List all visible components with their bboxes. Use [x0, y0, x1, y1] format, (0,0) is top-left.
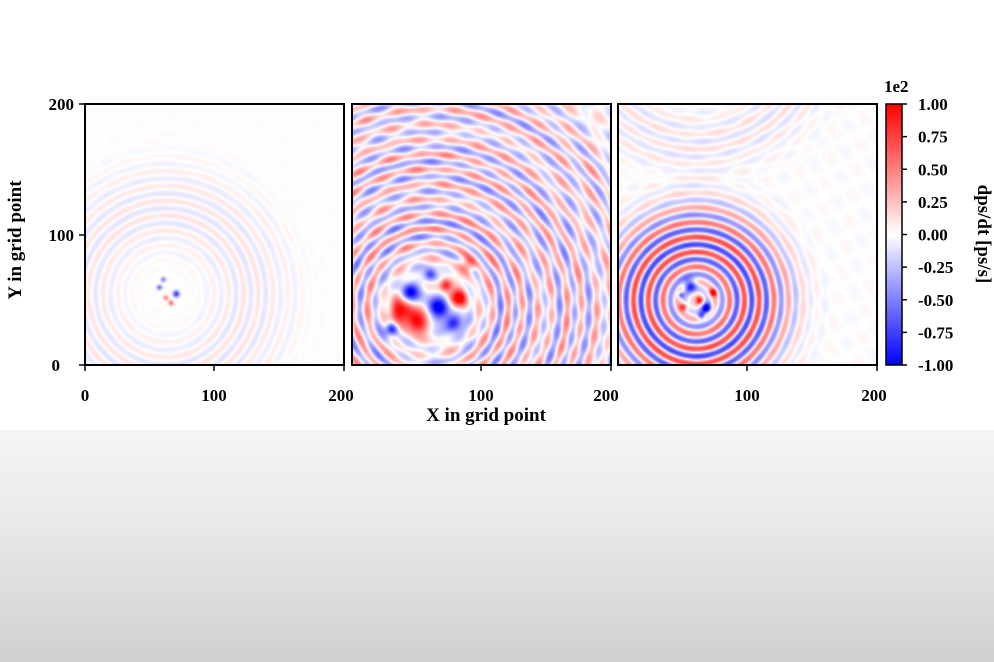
heatmap-figure: 200 100 0 Y in grid point 0 100 200 100 … [5, 77, 994, 426]
x-tick-label: 200 [593, 386, 619, 405]
y-axis-title: Y in grid point [5, 180, 26, 300]
y-tick-label: 200 [49, 95, 75, 114]
colorbar-tick-label: -0.50 [918, 291, 953, 310]
heatmap-panel-1 [84, 103, 345, 366]
colorbar-tick-label: 0.50 [918, 160, 948, 179]
colorbar-tick-label: 0.00 [918, 226, 948, 245]
colorbar-tick-label: 1.00 [918, 95, 948, 114]
y-axis: 200 100 0 Y in grid point [5, 95, 85, 375]
heatmap-image [85, 104, 344, 365]
heatmap-panel-2 [351, 103, 612, 366]
x-tick-label: 0 [81, 386, 90, 405]
colorbar-gradient [885, 103, 903, 366]
heatmap-image [352, 104, 611, 365]
x-axis-title: X in grid point [426, 405, 547, 426]
heatmap-panel-3 [617, 103, 878, 366]
heatmap-image [618, 104, 877, 365]
x-tick-label: 100 [734, 386, 760, 405]
colorbar-scale-label: 1e2 [884, 77, 909, 96]
x-tick-label: 100 [201, 386, 227, 405]
x-tick-label: 200 [861, 386, 887, 405]
colorbar-tick-label: -0.25 [918, 258, 953, 277]
background-gradient [0, 430, 994, 662]
colorbar-label: dps/dt [ps/s] [973, 185, 994, 284]
colorbar-tick-label: -0.75 [918, 323, 953, 342]
colorbar-tick-label: 0.75 [918, 128, 948, 147]
y-tick-label: 0 [52, 356, 61, 375]
colorbar-tick-label: -1.00 [918, 356, 953, 375]
colorbar-ticks: 1.00 0.75 0.50 0.25 0.00 -0.25 -0.50 -0.75 -1.00 [902, 95, 953, 375]
x-tick-label: 100 [468, 386, 494, 405]
colorbar: 1e2 1.00 0.75 0.50 0.25 0.00 -0.25 -0.50 -0.75 -… [884, 77, 994, 375]
x-tick-label: 200 [328, 386, 354, 405]
y-tick-label: 100 [49, 226, 75, 245]
x-axis: 0 100 200 100 200 100 200 X in grid poin… [81, 365, 887, 426]
colorbar-tick-label: 0.25 [918, 193, 948, 212]
